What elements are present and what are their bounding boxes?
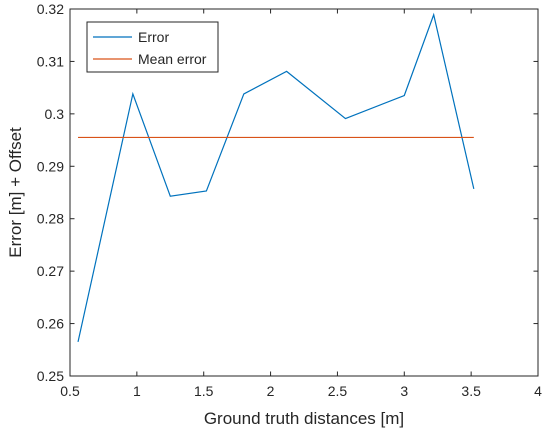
x-tick-label: 3.5 — [461, 383, 481, 399]
x-tick-label: 2 — [267, 383, 275, 399]
y-tick-label: 0.28 — [37, 211, 64, 227]
y-tick-label: 0.27 — [37, 263, 64, 279]
y-tick-label: 0.3 — [45, 106, 65, 122]
x-axis-ticks: 0.5 1 1.5 2 2.5 3 3.5 4 — [60, 9, 542, 399]
legend-label-error: Error — [138, 29, 169, 45]
legend: Error Mean error — [86, 21, 219, 73]
x-tick-label: 1 — [133, 383, 141, 399]
y-axis-ticks: 0.25 0.26 0.27 0.28 0.29 0.3 0.31 0.32 — [37, 1, 538, 384]
y-tick-label: 0.29 — [37, 158, 64, 174]
x-tick-label: 3 — [400, 383, 408, 399]
y-tick-label: 0.31 — [37, 53, 64, 69]
series-line-error — [77, 12, 475, 343]
legend-box — [86, 21, 219, 73]
x-tick-label: 2.5 — [328, 383, 348, 399]
x-tick-label: 1.5 — [194, 383, 214, 399]
y-axis-label: Error [m] + Offset — [6, 127, 25, 258]
y-tick-label: 0.25 — [37, 368, 64, 384]
y-tick-label: 0.32 — [37, 1, 64, 17]
legend-label-mean-error: Mean error — [138, 51, 207, 67]
x-axis-label: Ground truth distances [m] — [204, 409, 404, 428]
x-tick-label: 0.5 — [60, 383, 80, 399]
y-tick-label: 0.26 — [37, 316, 64, 332]
series-layer — [77, 12, 475, 343]
x-tick-label: 4 — [534, 383, 542, 399]
